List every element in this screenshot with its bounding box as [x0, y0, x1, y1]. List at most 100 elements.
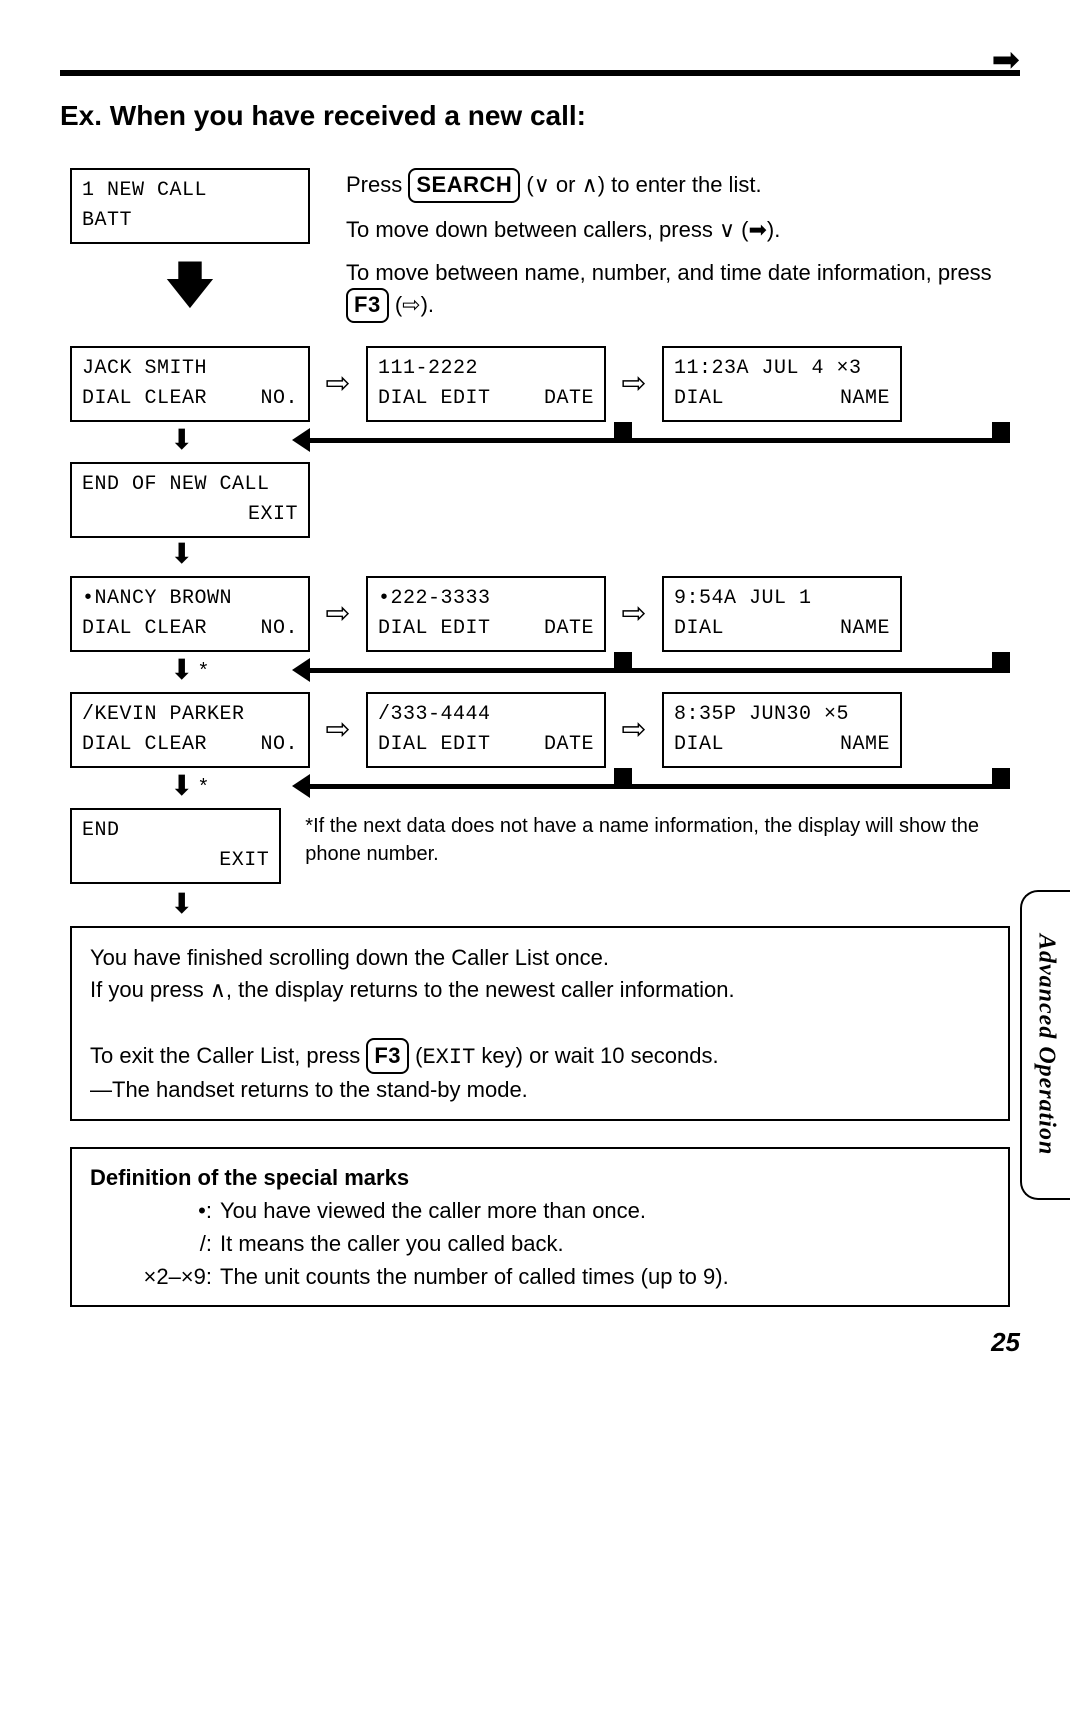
- page-number: 25: [60, 1327, 1020, 1358]
- down-arrow-icon: ⬇: [170, 540, 193, 568]
- lcd-number: •222-3333 DIAL EDIT DATE: [366, 576, 606, 652]
- right-arrow-icon: ⇨: [620, 715, 648, 745]
- lcd-text: NAME: [840, 730, 890, 760]
- lcd-datetime: 8:35P JUN30 ×5 DIAL NAME: [662, 692, 902, 768]
- lcd-text: 11:23A JUL 4 ×3: [674, 354, 862, 384]
- text: To move down between callers, press ∨ (➡…: [346, 215, 1010, 246]
- definitions-box: Definition of the special marks •:You ha…: [70, 1147, 1010, 1307]
- lcd-text: NO.: [260, 384, 298, 414]
- lcd-text: DIAL CLEAR: [82, 384, 207, 414]
- lcd-number: /333-4444 DIAL EDIT DATE: [366, 692, 606, 768]
- lcd-text: /333-4444: [378, 700, 491, 730]
- text: EXIT: [422, 1045, 475, 1070]
- right-arrow-icon: ⇨: [324, 715, 352, 745]
- text: —The handset returns to the stand-by mod…: [90, 1074, 990, 1106]
- intro-text: Press SEARCH (∨ or ∧) to enter the list.…: [346, 168, 1010, 335]
- key-search: SEARCH: [408, 168, 520, 203]
- def-text: The unit counts the number of called tim…: [220, 1260, 729, 1293]
- top-rule: [60, 70, 1020, 76]
- lcd-text: NAME: [840, 384, 890, 414]
- lcd-text: 8:35P JUN30 ×5: [674, 700, 849, 730]
- page-continue-icon: ➡: [992, 40, 1021, 80]
- page-title: Ex. When you have received a new call:: [60, 100, 1020, 132]
- lcd-text: DIAL: [674, 730, 724, 760]
- lcd-datetime: 11:23A JUL 4 ×3 DIAL NAME: [662, 346, 902, 422]
- def-label: ×2–×9:: [90, 1260, 220, 1293]
- return-arrow-icon: [302, 656, 1010, 684]
- right-arrow-icon: ⇨: [324, 369, 352, 399]
- text: To move between name, number, and time d…: [346, 260, 992, 285]
- down-arrow-icon: ⬇: [170, 656, 193, 684]
- lcd-datetime: 9:54A JUL 1 DIAL NAME: [662, 576, 902, 652]
- lcd-new-call: 1 NEW CALL BATT: [70, 168, 310, 244]
- info-box: You have finished scrolling down the Cal…: [70, 926, 1010, 1121]
- text: To exit the Caller List, press: [90, 1043, 366, 1068]
- right-arrow-icon: ⇨: [324, 599, 352, 629]
- down-arrow-icon: ⬇: [170, 772, 193, 800]
- lcd-text: DATE: [544, 384, 594, 414]
- lcd-text: DIAL EDIT: [378, 384, 491, 414]
- lcd-text: END OF NEW CALL: [82, 470, 270, 500]
- text: (⇨).: [395, 292, 434, 317]
- lcd-text: 111-2222: [378, 354, 478, 384]
- flow-row-3: /KEVIN PARKER DIAL CLEAR NO. ⇨ /333-4444 …: [70, 692, 1010, 768]
- lcd-name: JACK SMITH DIAL CLEAR NO.: [70, 346, 310, 422]
- lcd-text: NO.: [260, 614, 298, 644]
- lcd-text: DIAL CLEAR: [82, 730, 207, 760]
- asterisk: *: [199, 659, 207, 682]
- lcd-end-new-call: END OF NEW CALL EXIT: [70, 462, 310, 538]
- lcd-text: NAME: [840, 614, 890, 644]
- down-arrow-icon: ⬇: [170, 426, 193, 454]
- lcd-text: NO.: [260, 730, 298, 760]
- end-note-row: END EXIT *If the next data does not have…: [70, 808, 1010, 884]
- lcd-name: •NANCY BROWN DIAL CLEAR NO.: [70, 576, 310, 652]
- down-arrow-icon: ⬇: [170, 890, 193, 918]
- def-text: You have viewed the caller more than onc…: [220, 1194, 646, 1227]
- lcd-text: EXIT: [248, 500, 298, 530]
- lcd-text: JACK SMITH: [82, 354, 207, 384]
- lcd-text: DIAL CLEAR: [82, 614, 207, 644]
- def-label: /:: [90, 1227, 220, 1260]
- key-f3: F3: [366, 1038, 409, 1074]
- text: Press: [346, 172, 408, 197]
- lcd-text: DIAL: [674, 614, 724, 644]
- return-arrow-icon: [302, 772, 1010, 800]
- return-arrow-icon: [302, 426, 1010, 454]
- intro-row: 1 NEW CALL BATT 🡇 Press SEARCH (∨ or ∧) …: [70, 168, 1010, 338]
- lcd-text: 1 NEW CALL: [82, 176, 207, 206]
- lcd-text: DATE: [544, 614, 594, 644]
- text: If you press ∧, the display returns to t…: [90, 974, 990, 1006]
- return-flow: ⬇ *: [70, 772, 1010, 800]
- right-arrow-icon: ⇨: [620, 369, 648, 399]
- return-flow: ⬇: [70, 426, 1010, 454]
- footnote: *If the next data does not have a name i…: [305, 808, 1010, 868]
- def-text: It means the caller you called back.: [220, 1227, 564, 1260]
- text: You have finished scrolling down the Cal…: [90, 942, 990, 974]
- asterisk: *: [199, 775, 207, 798]
- lcd-text: •222-3333: [378, 584, 491, 614]
- text: key) or wait 10 seconds.: [475, 1043, 718, 1068]
- side-tab-label: Advanced Operation: [1033, 934, 1060, 1155]
- def-label: •:: [90, 1194, 220, 1227]
- lcd-text: DIAL: [674, 384, 724, 414]
- lcd-text: DIAL EDIT: [378, 614, 491, 644]
- lcd-text: BATT: [82, 206, 132, 236]
- flow-row-1: JACK SMITH DIAL CLEAR NO. ⇨ 111-2222 DIAL…: [70, 346, 1010, 422]
- lcd-text: DATE: [544, 730, 594, 760]
- lcd-text: DIAL EDIT: [378, 730, 491, 760]
- side-tab: Advanced Operation: [1020, 890, 1070, 1200]
- lcd-name: /KEVIN PARKER DIAL CLEAR NO.: [70, 692, 310, 768]
- lcd-number: 111-2222 DIAL EDIT DATE: [366, 346, 606, 422]
- lcd-end: END EXIT: [70, 808, 281, 884]
- flow-row-2: •NANCY BROWN DIAL CLEAR NO. ⇨ •222-3333 D…: [70, 576, 1010, 652]
- lcd-text: EXIT: [219, 846, 269, 876]
- lcd-text: END: [82, 816, 120, 846]
- text: (∨ or ∧) to enter the list.: [526, 172, 761, 197]
- lcd-text: 9:54A JUL 1: [674, 584, 812, 614]
- lcd-text: •NANCY BROWN: [82, 584, 232, 614]
- lcd-text: /KEVIN PARKER: [82, 700, 245, 730]
- key-f3: F3: [346, 288, 389, 323]
- right-arrow-icon: ⇨: [620, 599, 648, 629]
- big-down-arrow-icon: 🡇: [70, 260, 310, 310]
- return-flow: ⬇ *: [70, 656, 1010, 684]
